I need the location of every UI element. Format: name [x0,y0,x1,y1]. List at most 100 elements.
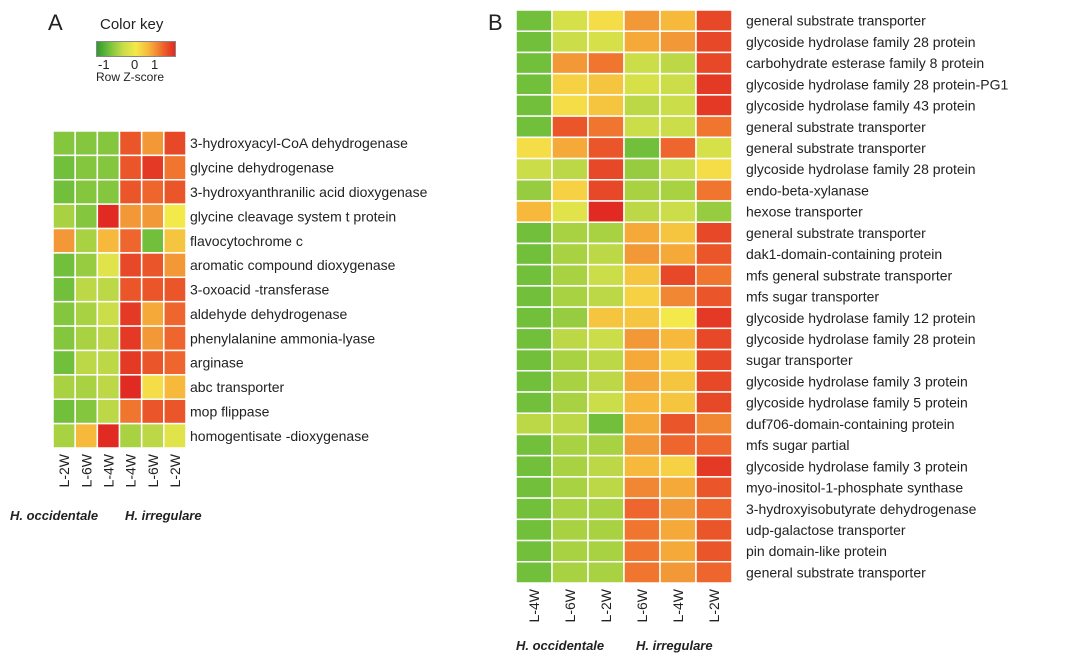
heatmap-column-label: L-6W [562,588,578,622]
heatmap-cell [587,391,625,414]
heatmap-cell [551,497,589,521]
heatmap-row-label: general substrate transporter [746,119,926,135]
heatmap-cell [515,327,553,351]
heatmap-row-label: glycoside hydrolase family 28 protein [746,34,976,50]
heatmap-cell [623,30,661,54]
heatmap-cell [587,561,625,584]
heatmap-cell [695,51,733,75]
heatmap-cell [695,200,733,223]
heatmap-cell [551,285,589,308]
heatmap-cell [623,221,661,245]
heatmap-cell [551,327,589,351]
heatmap-cell [515,348,553,372]
color-key-tick: 1 [151,57,159,72]
heatmap-cell [659,285,697,308]
heatmap-cell [695,348,733,372]
heatmap-cell [695,9,733,32]
heatmap-column-label: L-4W [670,588,686,622]
color-key-ticks: -1 0 1 [96,57,186,72]
heatmap-cell [695,391,733,414]
heatmap-cell [659,348,697,372]
heatmap-b-group-label: H. irregulare [636,638,713,653]
color-key-tick: -1 [98,57,110,72]
heatmap-cell [623,539,661,563]
heatmap-cell [659,476,697,499]
heatmap-cell [587,433,625,457]
heatmap-cell [695,179,733,202]
heatmap-cell [515,497,553,521]
heatmap-cell [623,454,661,478]
heatmap-cell [587,136,625,160]
heatmap-cell [551,306,589,330]
heatmap-cell [551,348,589,372]
heatmap-cell [623,51,661,75]
heatmap-a-group-label: H. irregulare [125,508,202,523]
heatmap-cell [695,72,733,96]
heatmap-cell [659,518,697,542]
heatmap-cell [515,306,553,330]
heatmap-cell [659,433,697,457]
heatmap-cell [515,30,553,54]
heatmap-cell [551,221,589,245]
heatmap-cell [587,200,625,223]
heatmap-row-label: abc transporter [190,379,284,395]
heatmap-cell [623,200,661,223]
heatmap-cell [587,306,625,330]
heatmap-cell [623,433,661,457]
heatmap-row-label: glycoside hydrolase family 28 protein-PG… [746,76,1008,92]
heatmap-row-label: general substrate transporter [746,13,926,29]
heatmap-cell [623,476,661,499]
heatmap-cell [587,72,625,96]
heatmap-row-label: glycoside hydrolase family 12 protein [746,310,976,326]
heatmap-cell [659,263,697,287]
heatmap-row-label: glycoside hydrolase family 28 protein [746,331,976,347]
heatmap-cell [659,51,697,75]
heatmap-cell [659,179,697,202]
heatmap-row-label: glycine dehydrogenase [190,160,334,176]
heatmap-cell [695,94,733,117]
heatmap-cell [587,348,625,372]
heatmap-column-label: L-2W [598,588,614,622]
heatmap-cell [515,476,553,499]
heatmap-row-label: mfs sugar partial [746,437,849,453]
heatmap-cell [515,157,553,181]
heatmap-cell [695,370,733,393]
heatmap-cell [515,539,553,563]
heatmap-cell [551,157,589,181]
heatmap-cell [695,561,733,584]
heatmap-cell [659,115,697,139]
heatmap-cell [515,9,553,32]
heatmap-cell [551,433,589,457]
heatmap-cell [515,221,553,245]
heatmap-cell [515,433,553,457]
heatmap-cell [587,242,625,266]
heatmap-cell [515,454,553,478]
heatmap-cell [695,30,733,54]
heatmap-row-label: 3-hydroxyisobutyrate dehydrogenase [746,501,977,517]
heatmap-cell [659,9,697,32]
heatmap-cell [623,561,661,584]
heatmap-cell [695,242,733,266]
heatmap-cell [515,51,553,75]
heatmap-row-label: mfs sugar transporter [746,289,879,305]
heatmap-cell [551,561,589,584]
heatmap-cell [695,497,733,521]
heatmap-cell [659,136,697,160]
heatmap-cell [587,497,625,521]
heatmap-row-label: aromatic compound dioxygenase [190,257,396,273]
heatmap-cell [515,285,553,308]
heatmap-cell [659,200,697,223]
heatmap-cell [587,9,625,32]
heatmap-cell [515,263,553,287]
heatmap-cell [659,539,697,563]
heatmap-cell [587,370,625,393]
heatmap-cell [659,94,697,117]
heatmap-cell [551,242,589,266]
heatmap-cell [623,179,661,202]
heatmap-cell [587,285,625,308]
heatmap-cell [551,263,589,287]
heatmap-cell [695,285,733,308]
heatmap-cell [623,242,661,266]
